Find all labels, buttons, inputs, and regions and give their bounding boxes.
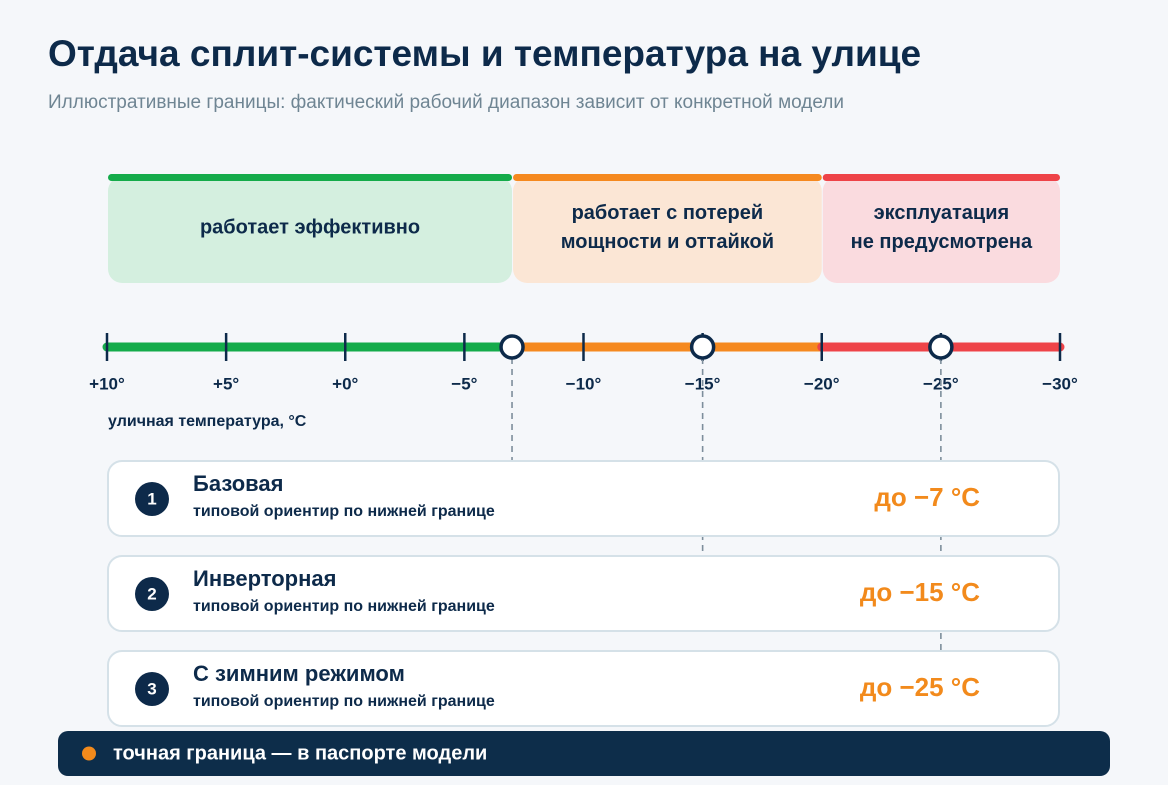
zone-box — [822, 177, 1060, 283]
card-number: 1 — [147, 489, 156, 508]
zone-top-bar — [108, 174, 513, 181]
card-number: 3 — [147, 679, 156, 698]
tick-label: +5° — [213, 374, 239, 393]
zone-label: работает с потерей — [572, 202, 764, 224]
card-badge — [135, 482, 169, 516]
title: Отдача сплит-системы и температура на ул… — [48, 33, 921, 74]
card-note: типовой ориентир по нижней границе — [193, 503, 495, 520]
limit-marker — [499, 334, 525, 360]
footer-bar — [58, 731, 1110, 776]
tick-label: +10° — [89, 374, 125, 393]
limit-marker — [689, 334, 716, 360]
card-note: типовой ориентир по нижней границе — [193, 598, 495, 615]
card-number: 2 — [147, 584, 156, 603]
card-note: типовой ориентир по нижней границе — [193, 693, 495, 710]
card-limit: до −7 °C — [874, 482, 980, 512]
card — [107, 460, 1060, 537]
tick-label: −5° — [451, 374, 477, 393]
zone-label: эксплуатация — [874, 202, 1010, 224]
footer-dot — [82, 746, 96, 761]
axis-label: уличная температура, °C — [108, 413, 307, 430]
zone-label: мощности и оттайкой — [561, 231, 774, 253]
tick-label: −30° — [1042, 374, 1078, 393]
card-name: Базовая — [193, 471, 283, 496]
card-badge — [135, 577, 169, 611]
card-limit: до −15 °C — [860, 577, 980, 607]
tick-label: −10° — [566, 374, 602, 393]
card-limit: до −25 °C — [860, 672, 980, 702]
card — [107, 650, 1060, 727]
tick-label: +0° — [332, 374, 358, 393]
zone-top-bar — [513, 174, 822, 181]
tick-label: −20° — [804, 374, 840, 393]
subtitle: Иллюстративные границы: фактический рабо… — [48, 92, 844, 113]
zone-label: работает эффективно — [200, 216, 420, 238]
zone-box — [513, 177, 822, 283]
footer-text: точная граница — в паспорте модели — [113, 742, 487, 764]
card — [107, 555, 1060, 632]
card-name: Инверторная — [193, 566, 336, 591]
limit-marker — [928, 334, 954, 360]
zone-top-bar — [822, 174, 1060, 181]
zone-label: не предусмотрена — [851, 231, 1033, 253]
card-name: С зимним режимом — [193, 661, 405, 686]
card-badge — [135, 672, 169, 706]
zone-box — [108, 177, 513, 283]
